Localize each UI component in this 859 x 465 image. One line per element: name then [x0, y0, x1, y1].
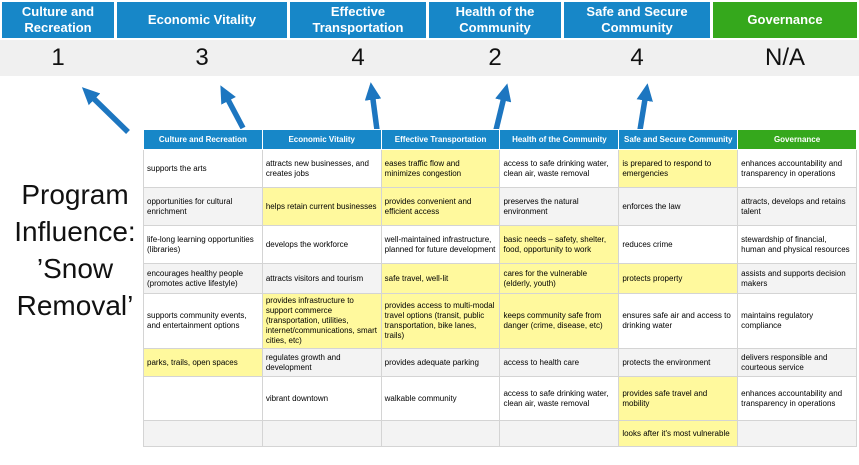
matrix-cell	[380, 420, 501, 447]
pillar-header-economic-vitality: Economic Vitality	[117, 2, 287, 38]
matrix-cell-highlighted: parks, trails, open spaces	[143, 348, 263, 377]
matrix-cell: well-maintained infrastructure, planned …	[380, 225, 501, 264]
matrix-row: looks after it's most vulnerable	[143, 420, 857, 447]
matrix-cell	[499, 420, 620, 447]
matrix-cell-highlighted: provides convenient and efficient access	[380, 187, 501, 226]
matrix-cell: encourages healthy people (promotes acti…	[143, 263, 263, 294]
up-arrow-icon	[220, 85, 246, 130]
matrix-column-header-safe-and-secure-community: Safe and Secure Community	[618, 129, 739, 150]
pillar-score-economic-vitality: 3	[195, 44, 209, 71]
matrix-row: vibrant downtown walkable community access…	[143, 376, 857, 421]
pillar-header-culture-and-recreation: Culture and Recreation	[2, 2, 114, 38]
program-label-line-1: Program	[21, 179, 129, 210]
program-influence-label: Program Influence: ’Snow Removal’	[0, 176, 150, 324]
matrix-cell	[143, 420, 263, 447]
score-arrows	[81, 82, 653, 134]
matrix-cell: walkable community	[380, 376, 501, 421]
matrix-cell-highlighted: basic needs – safety, shelter, food, opp…	[499, 225, 620, 264]
pillar-score-effective-transportation: 4	[351, 44, 365, 71]
matrix-column-header-effective-transportation: Effective Transportation	[380, 129, 501, 150]
pillar-header-row: Culture and Recreation Economic Vitality E…	[0, 0, 859, 38]
matrix-cell: reduces crime	[618, 225, 739, 264]
matrix-cell-highlighted: provides infrastructure to support comme…	[261, 293, 382, 349]
matrix-cell-highlighted: safe travel, well-lit	[380, 263, 501, 294]
score-row: 1 3 4 2 4 N/A	[0, 40, 859, 76]
pillar-header-health-of-the-community: Health of the Community	[429, 2, 561, 38]
matrix-cell: access to safe drinking water, clean air…	[499, 376, 620, 421]
matrix-column-header-health-of-the-community: Health of the Community	[499, 129, 620, 150]
matrix-cell: enhances accountability and transparency…	[737, 376, 857, 421]
matrix-cell-highlighted: is prepared to respond to emergencies	[618, 149, 739, 188]
matrix-cell: opportunities for cultural enrichment	[143, 187, 263, 226]
matrix-cell: supports the arts	[143, 149, 263, 188]
matrix-cell: attracts visitors and tourism	[261, 263, 382, 294]
matrix-row: encourages healthy people (promotes acti…	[143, 263, 857, 294]
matrix-row: supports community events, and entertain…	[143, 293, 857, 349]
matrix-column-header-economic-vitality: Economic Vitality	[261, 129, 382, 150]
matrix-cell: provides adequate parking	[380, 348, 501, 377]
matrix-cell: ensures safe air and access to drinking …	[618, 293, 739, 349]
matrix-cell: life-long learning opportunities (librar…	[143, 225, 263, 264]
matrix-cell	[261, 420, 382, 447]
pillar-score-culture-and-recreation: 1	[51, 44, 65, 71]
matrix-cell	[737, 420, 857, 447]
matrix-cell: access to safe drinking water, clean air…	[499, 149, 620, 188]
matrix-row: parks, trails, open spaces regulates grow…	[143, 348, 857, 377]
matrix-cell: enhances accountability and transparency…	[737, 149, 857, 188]
matrix-row: life-long learning opportunities (librar…	[143, 225, 857, 264]
program-label-line-3: ’Snow	[36, 253, 114, 284]
program-label-line-4: Removal’	[16, 290, 134, 321]
matrix-cell: vibrant downtown	[261, 376, 382, 421]
matrix-cell-highlighted: looks after it's most vulnerable	[618, 420, 739, 447]
matrix-cell-highlighted: keeps community safe from danger (crime,…	[499, 293, 620, 349]
matrix-cell: preserves the natural environment	[499, 187, 620, 226]
matrix-cell: regulates growth and development	[261, 348, 382, 377]
matrix-body: supports the arts attracts new businesses…	[143, 149, 857, 447]
influence-matrix: Culture and Recreation Economic Vitality E…	[143, 129, 857, 447]
matrix-cell	[143, 376, 263, 421]
up-arrow-icon	[81, 87, 130, 134]
matrix-cell-highlighted: cares for the vulnerable (elderly, youth…	[499, 263, 620, 294]
matrix-cell-highlighted: provides access to multi-modal travel op…	[380, 293, 501, 349]
matrix-header-row: Culture and Recreation Economic Vitality E…	[143, 129, 857, 150]
matrix-cell-highlighted: helps retain current businesses	[261, 187, 382, 226]
matrix-column-header-governance: Governance	[737, 129, 857, 150]
score-strip	[0, 40, 859, 76]
matrix-cell-highlighted: eases traffic flow and minimizes congest…	[380, 149, 501, 188]
matrix-row: opportunities for cultural enrichment hel…	[143, 187, 857, 226]
pillar-score-governance: N/A	[764, 44, 805, 71]
up-arrow-icon	[636, 83, 653, 131]
matrix-cell-highlighted: provides safe travel and mobility	[618, 376, 739, 421]
matrix-column-header-culture-and-recreation: Culture and Recreation	[143, 129, 263, 150]
pillar-header-safe-and-secure-community: Safe and Secure Community	[564, 2, 710, 38]
matrix-cell: protects the environment	[618, 348, 739, 377]
matrix-cell: stewardship of financial, human and phys…	[737, 225, 857, 264]
matrix-row: supports the arts attracts new businesses…	[143, 149, 857, 188]
up-arrow-icon	[493, 83, 512, 131]
matrix-cell: maintains regulatory compliance	[737, 293, 857, 349]
pillar-header-effective-transportation: Effective Transportation	[290, 2, 426, 38]
matrix-cell: enforces the law	[618, 187, 739, 226]
matrix-cell: develops the workforce	[261, 225, 382, 264]
matrix-cell: access to health care	[499, 348, 620, 377]
pillar-header-governance: Governance	[713, 2, 857, 38]
up-arrow-icon	[364, 82, 382, 131]
matrix-cell: supports community events, and entertain…	[143, 293, 263, 349]
matrix-cell: assists and supports decision makers	[737, 263, 857, 294]
pillar-score-health-of-the-community: 2	[488, 44, 502, 71]
program-label-line-2: Influence:	[14, 216, 136, 247]
matrix-cell-highlighted: protects property	[618, 263, 739, 294]
matrix-cell: attracts new businesses, and creates job…	[261, 149, 382, 188]
matrix-cell: attracts, develops and retains talent	[737, 187, 857, 226]
matrix-cell: delivers responsible and courteous servi…	[737, 348, 857, 377]
pillar-score-safe-and-secure-community: 4	[630, 44, 644, 71]
